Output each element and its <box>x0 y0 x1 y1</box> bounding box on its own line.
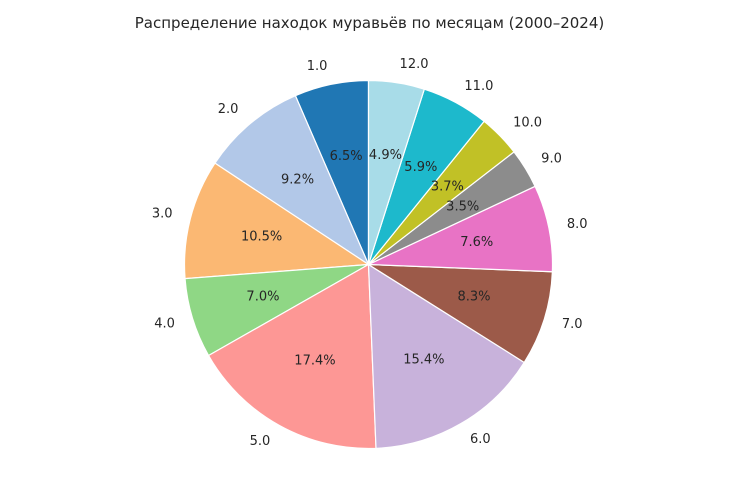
slice-label-6.0: 6.0 <box>470 432 491 447</box>
slice-label-4.0: 4.0 <box>154 316 175 331</box>
pie-slice-3.0 <box>183 162 370 280</box>
pie-slice-6.0 <box>367 263 525 449</box>
slice-pct-7.0: 8.3% <box>457 290 490 305</box>
slice-pct-11.0: 5.9% <box>404 160 437 175</box>
slice-label-2.0: 2.0 <box>218 102 239 117</box>
pie-slice-5.0 <box>207 263 377 450</box>
slice-label-5.0: 5.0 <box>250 434 271 449</box>
slice-pct-10.0: 3.7% <box>431 180 464 195</box>
slice-pct-6.0: 15.4% <box>403 353 444 368</box>
chart-title: Распределение находок муравьёв по месяца… <box>134 14 605 32</box>
pie-slice-2.0 <box>214 95 370 266</box>
slice-pct-12.0: 4.9% <box>369 148 402 163</box>
slice-pct-9.0: 3.5% <box>446 199 479 214</box>
slice-pct-4.0: 7.0% <box>246 289 279 304</box>
pie-slice-7.0 <box>367 263 553 364</box>
slice-pct-8.0: 7.6% <box>460 235 493 250</box>
slice-label-10.0: 10.0 <box>513 115 542 130</box>
slice-label-9.0: 9.0 <box>541 151 562 166</box>
slice-pct-5.0: 17.4% <box>294 354 335 369</box>
slice-label-11.0: 11.0 <box>464 79 493 94</box>
pie-slice-12.0 <box>367 79 425 266</box>
slice-pct-2.0: 9.2% <box>281 172 314 187</box>
slice-pct-1.0: 6.5% <box>330 149 363 164</box>
slice-label-8.0: 8.0 <box>567 217 588 232</box>
slice-label-7.0: 7.0 <box>562 317 583 332</box>
slice-label-12.0: 12.0 <box>400 57 429 72</box>
slice-label-1.0: 1.0 <box>307 59 328 74</box>
slice-pct-3.0: 10.5% <box>241 229 282 244</box>
slice-label-3.0: 3.0 <box>152 206 173 221</box>
